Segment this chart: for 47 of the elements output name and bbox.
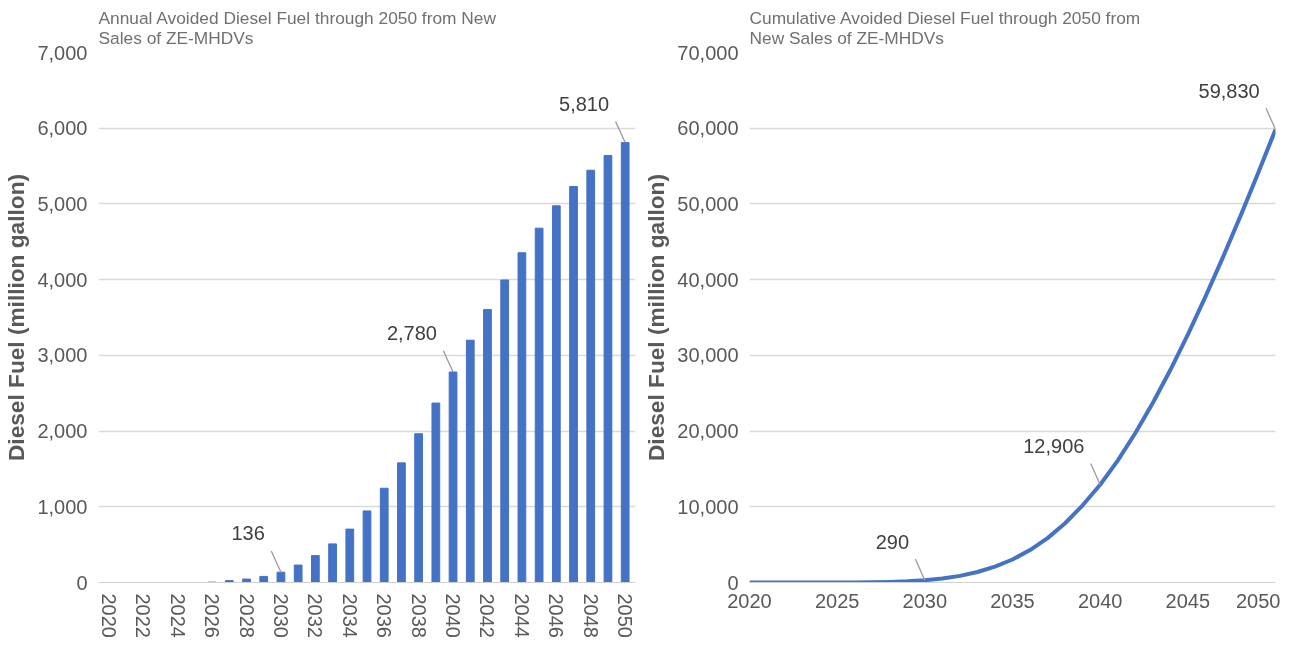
y-tick-label: 10,000: [677, 495, 739, 518]
data-label: 5,810: [559, 92, 610, 115]
y-tick-label: 1,000: [37, 495, 88, 518]
y-tick-label: 3,000: [37, 344, 88, 367]
data-label: 12,906: [1023, 434, 1085, 457]
y-tick-label: 6,000: [37, 117, 88, 140]
y-tick-label: 60,000: [677, 117, 739, 140]
x-tick-label: 2045: [1165, 589, 1211, 612]
y-tick-label: 4,000: [37, 268, 88, 291]
x-tick-label: 2046: [545, 593, 568, 638]
x-tick-label: 2028: [235, 593, 258, 638]
x-tick-label: 2026: [201, 593, 224, 638]
data-label: 2,780: [386, 322, 437, 345]
y-tick-label: 2,000: [37, 420, 88, 443]
x-tick-label: 2038: [407, 593, 430, 638]
y-tick-label: 20,000: [677, 420, 739, 443]
y-tick-label: 70,000: [677, 41, 739, 64]
x-tick-label: 2050: [1236, 589, 1281, 612]
x-tick-label: 2030: [269, 593, 292, 638]
x-tick-label: 2022: [132, 593, 155, 638]
y-tick-label: 50,000: [677, 192, 739, 215]
chart-title: Cumulative Avoided Diesel Fuel through 2050 from New Sales of ZE-MHDVs: [749, 7, 1141, 48]
x-tick-label: 2040: [1077, 589, 1123, 612]
x-tick-label: 2032: [304, 593, 327, 638]
x-tick-label: 2035: [990, 589, 1035, 612]
chart-title: Annual Avoided Diesel Fuel through 2050 from New Sales of ZE-MHDVs: [98, 7, 497, 48]
y-tick-label: 0: [76, 571, 88, 594]
x-tick-label: 2034: [338, 593, 361, 638]
x-tick-label: 2025: [814, 589, 860, 612]
x-tick-label: 2020: [97, 593, 120, 638]
x-tick-label: 2048: [579, 593, 602, 638]
x-tick-label: 2050: [614, 593, 637, 638]
data-label: 136: [231, 522, 265, 545]
y-axis-title: Diesel Fuel (million gallon): [643, 173, 670, 461]
x-tick-label: 2040: [442, 593, 465, 638]
data-label: 290: [875, 530, 910, 553]
x-tick-label: 2024: [166, 593, 189, 638]
x-tick-label: 2030: [902, 589, 948, 612]
x-tick-label: 2044: [510, 593, 533, 638]
y-tick-label: 5,000: [37, 192, 88, 215]
y-tick-label: 40,000: [677, 268, 739, 291]
x-tick-label: 2036: [373, 593, 396, 638]
data-label: 59,830: [1198, 79, 1260, 102]
y-tick-label: 7,000: [37, 41, 88, 64]
x-tick-label: 2042: [476, 593, 499, 638]
y-axis-title: Diesel Fuel (million gallon): [3, 173, 30, 461]
y-tick-label: 30,000: [677, 344, 739, 367]
